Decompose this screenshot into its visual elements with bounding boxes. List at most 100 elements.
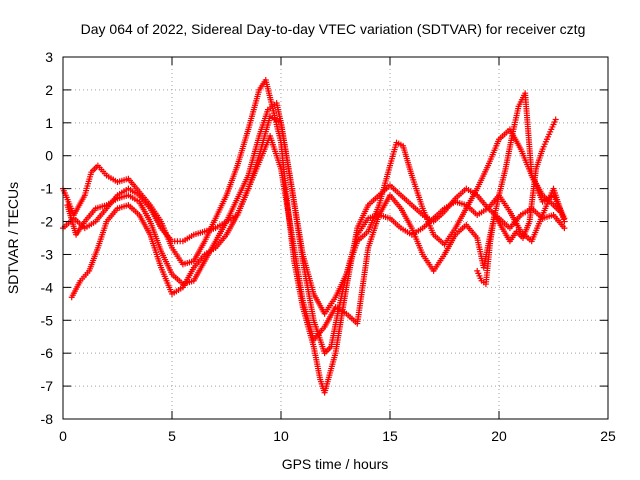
data-point-fill (157, 246, 164, 253)
data-point-fill (326, 345, 333, 352)
data-point-fill (364, 247, 371, 254)
y-tick-label: -2 (41, 214, 54, 230)
data-point-fill (440, 253, 447, 260)
data-point-fill (353, 233, 360, 240)
data-point-fill (473, 187, 480, 194)
data-point-fill (168, 269, 175, 276)
data-point-fill (439, 207, 446, 214)
y-tick-label: -4 (41, 279, 54, 295)
data-point-fill (396, 203, 403, 210)
data-point-fill (255, 135, 262, 142)
data-point-fill (310, 315, 317, 322)
data-point-fill (392, 141, 399, 148)
data-point-fill (495, 138, 502, 145)
data-point-fill (501, 168, 508, 175)
data-point-fill (102, 207, 109, 214)
data-point-fill (112, 207, 119, 214)
data-point-fill (299, 295, 306, 302)
data-point-fill (494, 194, 501, 201)
x-tick-label: 5 (168, 428, 176, 444)
plot-frame (62, 56, 609, 420)
chart-title: Day 064 of 2022, Sidereal Day-to-day VTE… (81, 21, 586, 37)
data-point-fill (462, 207, 469, 214)
data-point-fill (516, 213, 523, 220)
data-point-fill (146, 216, 153, 223)
data-point-fill (364, 204, 371, 211)
data-point-fill (505, 206, 512, 213)
data-point-fill (200, 260, 207, 267)
x-tick-label: 10 (273, 428, 289, 444)
data-point-fill (211, 240, 218, 247)
data-point-fill (288, 229, 295, 236)
data-series (60, 77, 568, 396)
data-point-fill (406, 200, 413, 207)
data-point-fill (102, 220, 109, 227)
data-point-fill (363, 230, 370, 237)
x-tick-label: 20 (491, 428, 507, 444)
y-tick-label: 3 (45, 49, 53, 65)
data-point-fill (134, 190, 141, 197)
data-point-fill (542, 138, 549, 145)
data-point-fill (112, 177, 119, 184)
series-trace-4 (60, 90, 568, 317)
series-trace-5 (474, 116, 559, 288)
data-point-fill (232, 213, 239, 220)
y-tick-label: 0 (45, 148, 53, 164)
data-point-fill (275, 118, 282, 125)
data-point-fill (472, 233, 479, 240)
data-point-fill (428, 216, 435, 223)
data-point-fill (177, 238, 184, 245)
data-point-fill (145, 203, 152, 210)
y-tick-label: 1 (45, 115, 53, 131)
y-tick-label: -6 (41, 345, 54, 361)
data-point-fill (451, 233, 458, 240)
data-point-fill (461, 201, 468, 208)
data-point-fill (559, 223, 566, 230)
data-point-fill (178, 279, 185, 286)
data-point-fill (516, 226, 523, 233)
data-point-fill (222, 194, 229, 201)
data-point-fill (538, 148, 545, 155)
data-point-fill (87, 171, 94, 178)
data-point-fill (91, 207, 98, 214)
data-point-fill (123, 176, 130, 183)
series-trace-2 (64, 100, 564, 357)
data-point-fill (188, 278, 195, 285)
data-point-fill (168, 288, 175, 295)
data-point-fill (101, 170, 108, 177)
data-point-fill (210, 225, 217, 232)
data-point-fill (221, 219, 228, 226)
y-tick-label: -7 (41, 378, 54, 394)
data-point-fill (363, 217, 370, 224)
data-point-fill (341, 309, 348, 316)
data-point-fill (157, 223, 164, 230)
data-point-fill (334, 312, 341, 319)
data-point-fill (397, 141, 404, 148)
data-point-fill (396, 223, 403, 230)
data-point-fill (288, 183, 295, 190)
data-point-fill (200, 253, 207, 260)
data-point-fill (451, 227, 458, 234)
data-point-fill (94, 246, 101, 253)
data-point-fill (310, 341, 317, 348)
data-point-fill (547, 128, 554, 135)
data-point-fill (384, 214, 391, 221)
data-point-fill (310, 288, 317, 295)
data-point-fill (221, 233, 228, 240)
data-point-fill (146, 229, 153, 236)
x-axis-label: GPS time / hours (282, 456, 389, 472)
data-point-fill (157, 262, 164, 269)
data-point-fill (177, 285, 184, 292)
data-point-fill (188, 258, 195, 265)
y-tick-label: -5 (41, 312, 54, 328)
data-point-fill (396, 190, 403, 197)
data-point-fill (123, 202, 130, 209)
data-point-fill (134, 197, 141, 204)
data-point-fill (264, 108, 271, 115)
data-point-fill (167, 236, 174, 243)
data-point-fill (80, 194, 87, 201)
data-point-fill (233, 197, 240, 204)
data-point-fill (277, 163, 284, 170)
data-point-fill (342, 273, 349, 280)
series-trace-3 (68, 132, 568, 344)
